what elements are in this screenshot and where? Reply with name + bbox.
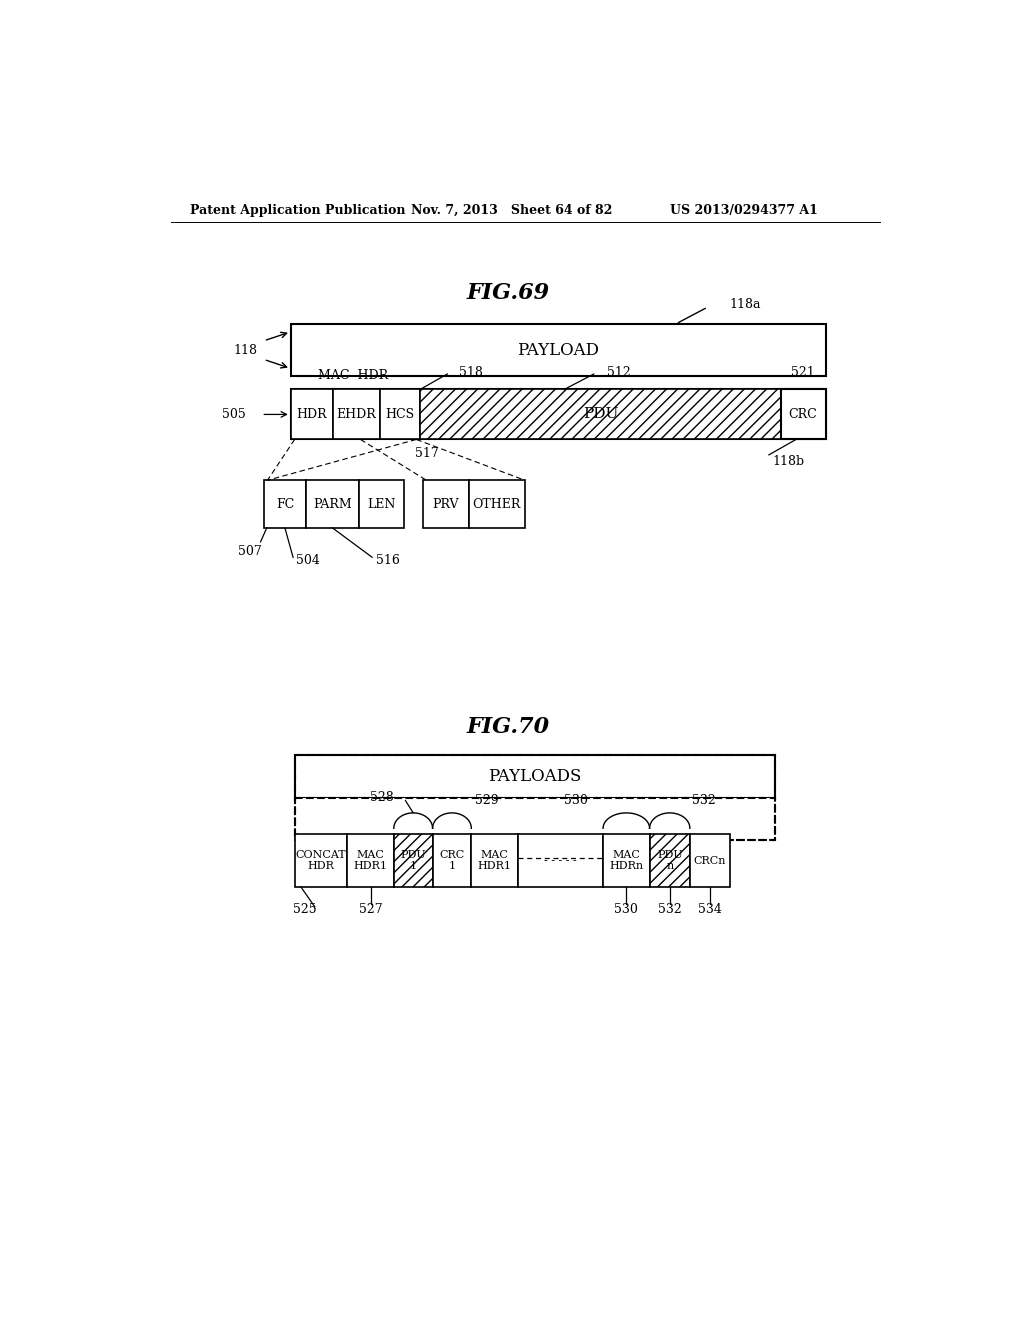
Text: CRCn: CRCn — [694, 855, 726, 866]
Text: 118a: 118a — [729, 298, 761, 312]
Text: CRC: CRC — [788, 408, 817, 421]
Text: Nov. 7, 2013   Sheet 64 of 82: Nov. 7, 2013 Sheet 64 of 82 — [411, 205, 612, 218]
Text: 504: 504 — [296, 554, 321, 566]
Text: MAC
HDR1: MAC HDR1 — [477, 850, 512, 871]
FancyBboxPatch shape — [690, 834, 730, 887]
FancyBboxPatch shape — [603, 834, 649, 887]
FancyBboxPatch shape — [306, 480, 359, 528]
Bar — [295, 755, 775, 840]
FancyBboxPatch shape — [649, 834, 690, 887]
Text: PARM: PARM — [313, 498, 352, 511]
Text: 532: 532 — [657, 903, 682, 916]
FancyBboxPatch shape — [359, 480, 403, 528]
Text: MAC
HDR1: MAC HDR1 — [353, 850, 387, 871]
FancyBboxPatch shape — [518, 834, 603, 887]
FancyBboxPatch shape — [295, 755, 775, 797]
FancyBboxPatch shape — [469, 480, 524, 528]
Text: 529: 529 — [475, 795, 499, 807]
FancyBboxPatch shape — [291, 389, 825, 440]
FancyBboxPatch shape — [291, 323, 825, 376]
Text: EHDR: EHDR — [337, 408, 377, 421]
Text: LEN: LEN — [368, 498, 395, 511]
FancyBboxPatch shape — [380, 389, 420, 440]
Text: 507: 507 — [239, 545, 262, 557]
Text: 527: 527 — [358, 903, 382, 916]
FancyBboxPatch shape — [295, 834, 347, 887]
FancyBboxPatch shape — [432, 834, 471, 887]
Text: 534: 534 — [698, 903, 722, 916]
Text: 525: 525 — [294, 903, 317, 916]
Text: 528: 528 — [370, 791, 394, 804]
Text: MAC  HDR: MAC HDR — [317, 370, 388, 381]
Text: 518: 518 — [459, 366, 482, 379]
Text: 517: 517 — [415, 446, 438, 459]
Text: HDR: HDR — [297, 408, 328, 421]
Text: 532: 532 — [692, 795, 716, 807]
Text: 118: 118 — [233, 343, 257, 356]
Text: Patent Application Publication: Patent Application Publication — [190, 205, 406, 218]
Text: FC: FC — [275, 498, 294, 511]
Text: PDU
1: PDU 1 — [400, 850, 426, 871]
Text: 512: 512 — [607, 366, 631, 379]
Bar — [420, 389, 780, 440]
FancyBboxPatch shape — [334, 389, 380, 440]
FancyBboxPatch shape — [423, 480, 469, 528]
Text: 505: 505 — [222, 408, 246, 421]
Text: 516: 516 — [376, 554, 400, 566]
Text: PDU: PDU — [583, 408, 618, 421]
Text: PAYLOAD: PAYLOAD — [517, 342, 599, 359]
FancyBboxPatch shape — [780, 389, 825, 440]
FancyBboxPatch shape — [291, 389, 334, 440]
Text: 118b: 118b — [773, 454, 805, 467]
Text: PDU
n: PDU n — [657, 850, 683, 871]
Text: CONCAT
HDR: CONCAT HDR — [296, 850, 346, 871]
Text: 521: 521 — [792, 366, 815, 379]
FancyBboxPatch shape — [471, 834, 518, 887]
Text: FIG.70: FIG.70 — [466, 715, 549, 738]
Text: 530: 530 — [614, 903, 638, 916]
FancyBboxPatch shape — [263, 480, 306, 528]
Text: CRC
1: CRC 1 — [439, 850, 465, 871]
Text: PAYLOADS: PAYLOADS — [488, 768, 582, 785]
FancyBboxPatch shape — [347, 834, 394, 887]
Text: 530: 530 — [563, 795, 588, 807]
Text: - - - - -: - - - - - — [544, 855, 577, 866]
Text: HCS: HCS — [385, 408, 415, 421]
Bar — [295, 797, 775, 840]
Text: PRV: PRV — [432, 498, 459, 511]
FancyBboxPatch shape — [394, 834, 432, 887]
Text: MAC
HDRn: MAC HDRn — [609, 850, 643, 871]
Text: OTHER: OTHER — [473, 498, 521, 511]
Text: US 2013/0294377 A1: US 2013/0294377 A1 — [671, 205, 818, 218]
Text: FIG.69: FIG.69 — [466, 282, 549, 304]
